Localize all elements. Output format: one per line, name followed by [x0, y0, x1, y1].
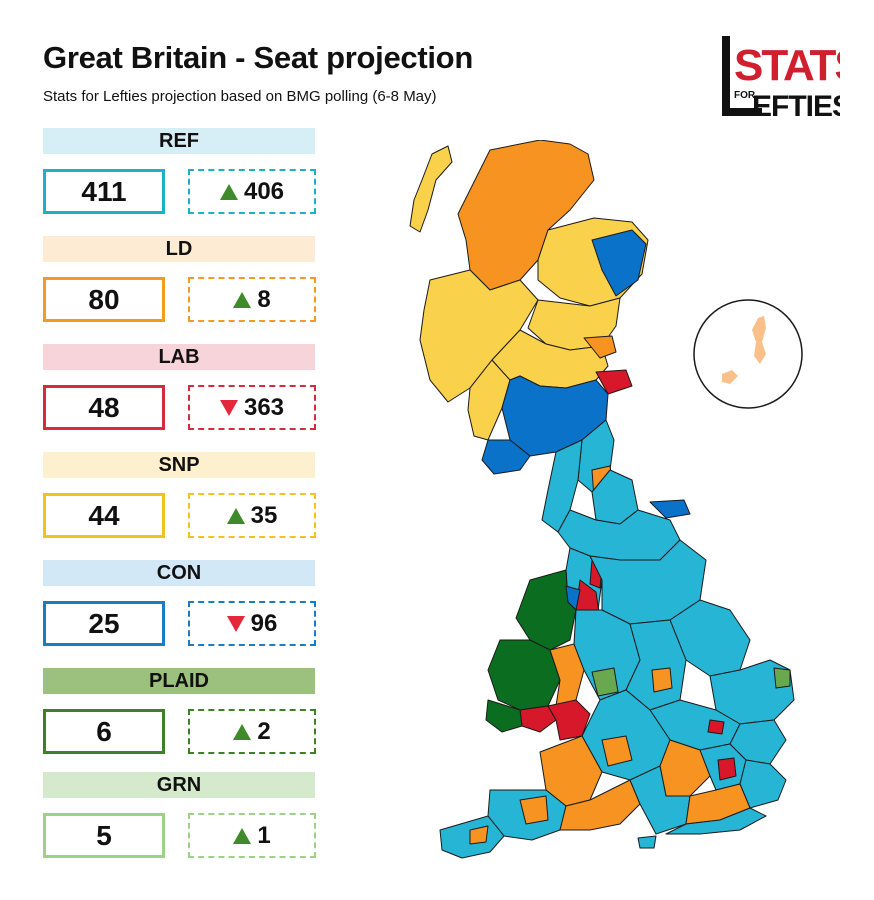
region-south-wales-ref [485, 699, 523, 733]
change-arrow-icon [226, 615, 245, 632]
party-change-value: 1 [257, 822, 271, 849]
region-galloway [481, 439, 531, 475]
region-isle-of-wight [637, 835, 657, 849]
region-norfolk-grn [773, 667, 791, 689]
change-arrow-icon [233, 827, 252, 844]
party-change-value: 363 [243, 394, 285, 421]
party-ld: LD 80 8 [43, 236, 316, 323]
party-seats: 44 [43, 493, 165, 538]
party-change-value: 406 [243, 178, 285, 205]
region-cornwall-ld [469, 825, 489, 845]
party-lab: LAB 48 363 [43, 344, 316, 431]
party-seats: 25 [43, 601, 165, 646]
region-east-lothian [595, 369, 633, 395]
svg-text:FOR: FOR [734, 90, 756, 101]
party-label: SNP [43, 452, 315, 478]
region-mid-wales [487, 639, 561, 711]
region-devon-ld [519, 795, 549, 825]
party-change: 363 [188, 385, 316, 430]
svg-text:STATS: STATS [734, 41, 840, 90]
party-seats: 6 [43, 709, 165, 754]
change-arrow-icon [226, 507, 245, 524]
party-change: 406 [188, 169, 316, 214]
region-yorkshire-con [649, 499, 691, 519]
party-seats: 48 [43, 385, 165, 430]
party-label: PLAID [43, 668, 315, 694]
region-orkney [722, 370, 738, 384]
region-london-lab [717, 757, 737, 781]
party-change: 8 [188, 277, 316, 322]
region-cambs-lab [707, 719, 725, 735]
region-fife [583, 335, 617, 359]
party-plaid: PLAID 6 2 [43, 668, 316, 755]
party-change: 1 [188, 813, 316, 858]
great-britain-map [409, 140, 795, 859]
party-label: LAB [43, 344, 315, 370]
change-arrow-icon [219, 399, 238, 416]
region-shropshire-grn [591, 667, 619, 697]
party-label: LD [43, 236, 315, 262]
page-title: Great Britain - Seat projection [43, 40, 473, 75]
region-western-isles [409, 145, 453, 233]
party-ref: REF 411 406 [43, 128, 316, 215]
region-shetland [752, 316, 766, 364]
party-label: REF [43, 128, 315, 154]
change-arrow-icon [233, 291, 252, 308]
party-change-value: 2 [257, 718, 271, 745]
party-change-value: 96 [250, 610, 278, 637]
party-change-value: 8 [257, 286, 271, 313]
party-seats: 80 [43, 277, 165, 322]
region-east-midlands-ld [651, 667, 673, 693]
region-gloucester-ld [601, 735, 633, 767]
party-seats: 411 [43, 169, 165, 214]
svg-text:EFTIES: EFTIES [752, 90, 840, 118]
shetland-inset [693, 299, 803, 409]
page-subtitle: Stats for Lefties projection based on BM… [43, 88, 437, 105]
party-change: 2 [188, 709, 316, 754]
party-seats: 5 [43, 813, 165, 858]
region-dorset [559, 779, 641, 831]
change-arrow-icon [219, 183, 238, 200]
region-aberdeenshire [591, 229, 647, 297]
stats-for-lefties-logo: STATS FOR EFTIES [722, 36, 840, 118]
region-sussex [665, 807, 767, 835]
party-snp: SNP 44 35 [43, 452, 316, 539]
party-change: 96 [188, 601, 316, 646]
region-north-wales [515, 569, 577, 651]
party-change: 35 [188, 493, 316, 538]
party-grn: GRN 5 1 [43, 772, 316, 859]
party-change-value: 35 [250, 502, 278, 529]
change-arrow-icon [233, 723, 252, 740]
party-con: CON 25 96 [43, 560, 316, 647]
party-label: GRN [43, 772, 315, 798]
party-label: CON [43, 560, 315, 586]
